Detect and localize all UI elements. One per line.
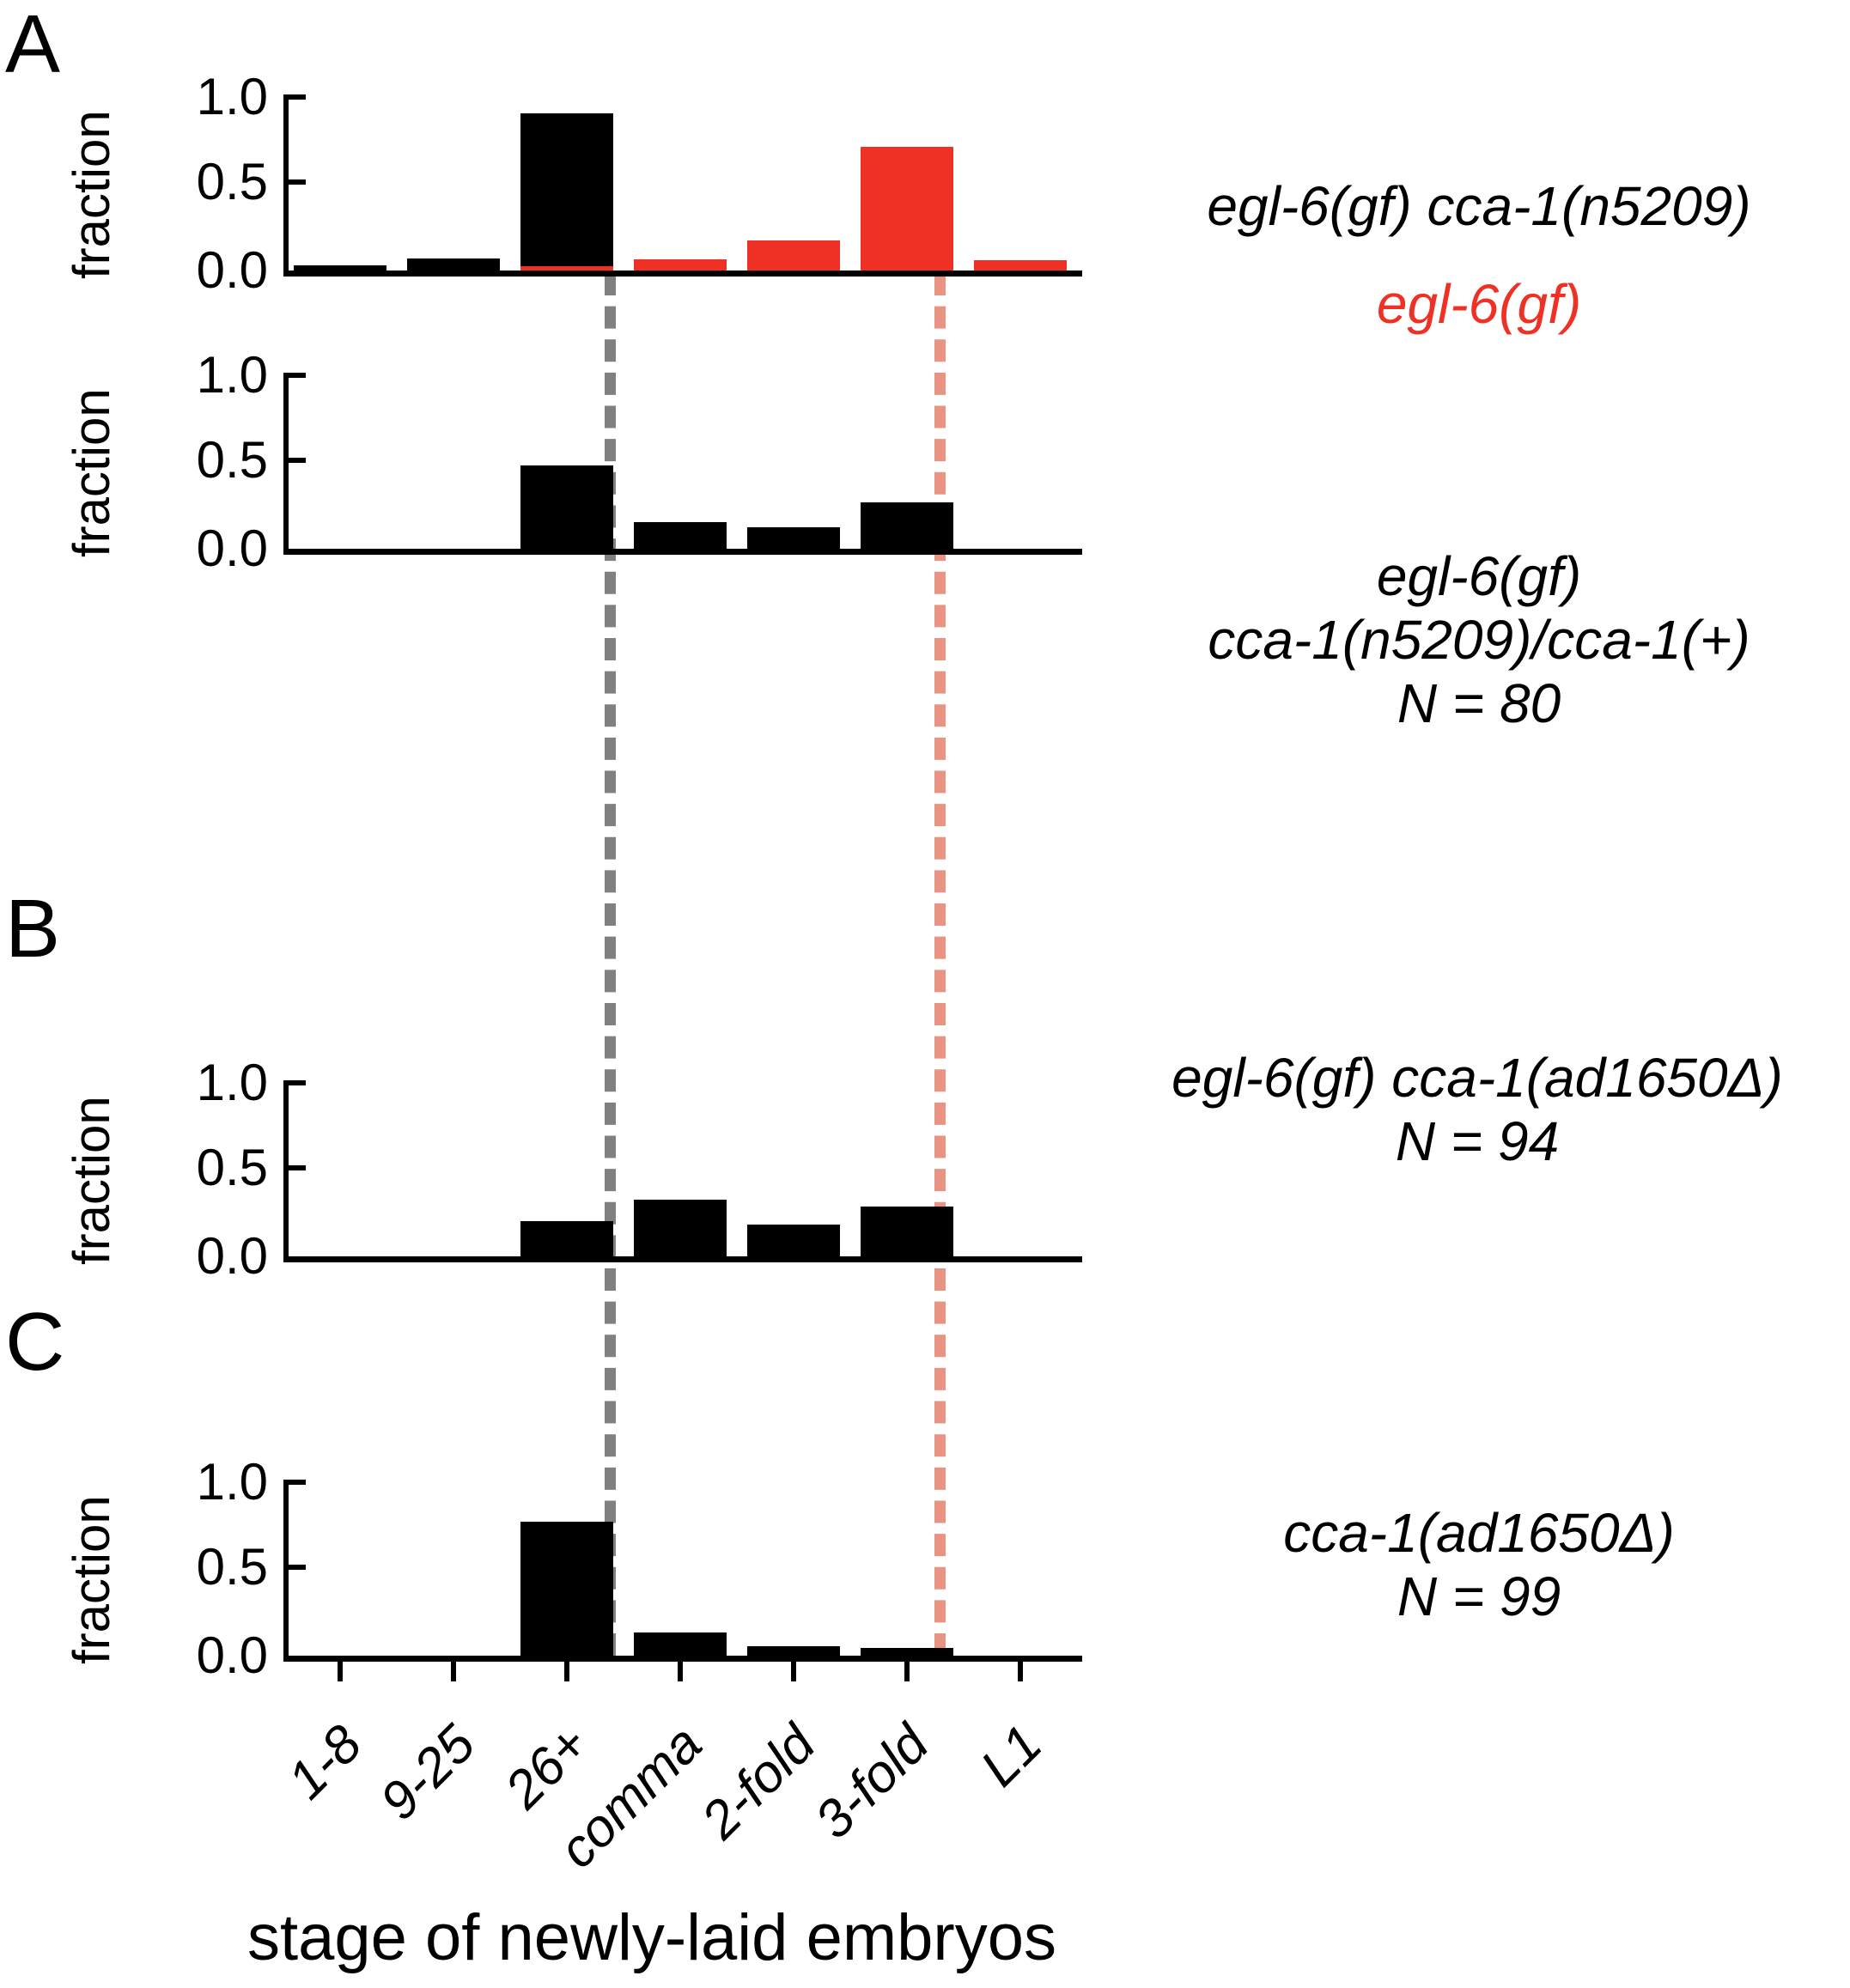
- legend-a-black: egl-6(gf) cca-1(n5209): [1207, 175, 1751, 237]
- bar-black-26plus: [520, 113, 613, 271]
- x-tick-3: [564, 1661, 569, 1681]
- bar-black-3fold: [861, 1648, 953, 1656]
- y-axis-top-cap: [283, 1080, 306, 1085]
- legend-b-line-1: egl-6(gf) cca-1(ad1650Δ): [1171, 1047, 1783, 1109]
- y-axis-title: fraction: [63, 1096, 120, 1265]
- x-tick-6: [904, 1661, 910, 1681]
- bar-black-1-8: [294, 265, 386, 271]
- x-axis-line: [283, 549, 1082, 555]
- y-tick-label-1-0: 1.0: [196, 1453, 268, 1511]
- bar-black-2fold: [747, 527, 840, 549]
- legend-c-line-1: cca-1(ad1650Δ): [1283, 1502, 1675, 1564]
- bar-black-26plus: [520, 1522, 613, 1656]
- y-tick-label-0-5: 0.5: [196, 1538, 268, 1596]
- bar-black-2fold: [747, 1646, 840, 1656]
- y-tick-label-0: 0.0: [196, 1626, 268, 1684]
- bar-black-26plus: [520, 465, 613, 549]
- legend-a-bottom-line-3: N = 80: [1397, 672, 1561, 735]
- bar-red-2fold: [747, 240, 840, 271]
- y-tick-label-0-5: 0.5: [196, 153, 268, 210]
- y-tick-label-0: 0.0: [196, 241, 268, 299]
- y-axis-top-cap: [283, 94, 306, 100]
- subplot-panel-a-bottom: 0.0 0.5 1.0 fraction: [63, 350, 1082, 575]
- x-axis-line: [283, 1656, 1082, 1662]
- bar-red-26plus: [520, 266, 613, 271]
- legend-a-bottom-line-2: cca-1(n5209)/cca-1(+): [1208, 609, 1750, 672]
- y-axis-title: fraction: [63, 110, 120, 279]
- y-tick-label-1-0: 1.0: [196, 346, 268, 404]
- legend-b-line-2: N = 94: [1395, 1110, 1560, 1173]
- x-tick-4: [678, 1661, 683, 1681]
- bar-black-26plus: [520, 1221, 613, 1256]
- subplot-panel-b: 0.0 0.5 1.0 fraction: [63, 1057, 1082, 1282]
- y-tick-label-1-0: 1.0: [196, 1054, 268, 1111]
- x-axis-line: [283, 271, 1082, 277]
- y-axis-top-cap: [283, 373, 306, 378]
- y-axis-mid-tick: [283, 1165, 306, 1170]
- x-tick-5: [791, 1661, 796, 1681]
- y-tick-label-0-5: 0.5: [196, 1139, 268, 1196]
- bar-black-comma: [634, 1632, 727, 1656]
- guide-line-3fold: [934, 273, 946, 1656]
- y-tick-label-0: 0.0: [196, 520, 268, 577]
- y-axis-mid-tick: [283, 458, 306, 463]
- y-axis-title: fraction: [63, 1495, 120, 1664]
- y-tick-label-0: 0.0: [196, 1227, 268, 1285]
- x-tick-1: [338, 1661, 343, 1681]
- y-axis-mid-tick: [283, 1565, 306, 1570]
- y-tick-label-1-0: 1.0: [196, 68, 268, 125]
- panel-letter-c: C: [5, 1296, 65, 1388]
- legend-a-bottom-line-1: egl-6(gf): [1376, 545, 1582, 607]
- bar-black-comma: [634, 1200, 727, 1256]
- bar-black-3fold: [861, 502, 953, 549]
- y-axis-mid-tick: [283, 179, 306, 185]
- bar-black-3fold: [861, 1207, 953, 1256]
- bar-black-9-25: [407, 258, 500, 271]
- bar-red-l1: [974, 260, 1067, 271]
- legend-a-red: egl-6(gf): [1376, 273, 1582, 335]
- x-tick-7: [1018, 1661, 1023, 1681]
- panel-letter-b: B: [5, 883, 61, 975]
- y-axis-top-cap: [283, 1480, 306, 1485]
- panel-letter-a: A: [5, 0, 61, 90]
- bar-black-2fold: [747, 1225, 840, 1256]
- bar-red-comma: [634, 259, 727, 271]
- guide-line-26plus: [605, 273, 616, 1656]
- x-axis-title: stage of newly-laid embryos: [247, 1901, 1056, 1974]
- y-tick-label-0-5: 0.5: [196, 431, 268, 489]
- x-tick-2: [451, 1661, 456, 1681]
- legend-c-line-2: N = 99: [1397, 1565, 1561, 1628]
- subplot-panel-c: 0.0 0.5 1.0 fraction: [63, 1456, 1082, 1681]
- bar-black-comma: [634, 522, 727, 549]
- x-axis-line: [283, 1256, 1082, 1262]
- bar-red-3fold: [861, 147, 953, 271]
- y-axis-title: fraction: [63, 388, 120, 557]
- subplot-panel-a-top: 0.0 0.5 1.0 fraction: [63, 71, 1082, 296]
